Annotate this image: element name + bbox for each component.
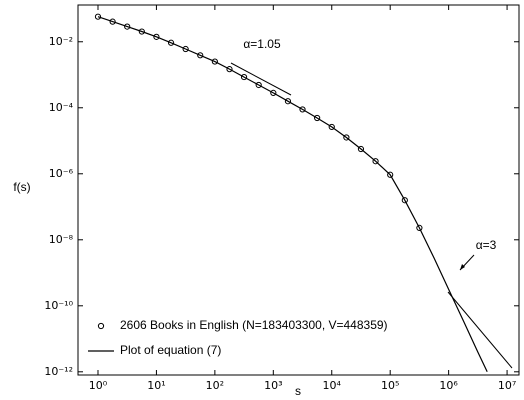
data-point: [94, 13, 102, 20]
data-point: [240, 73, 248, 81]
data-point: [226, 66, 233, 73]
x-tick-label: 10⁵: [381, 379, 399, 392]
arrow-head: [460, 264, 465, 270]
x-axis-label: s: [295, 384, 301, 398]
data-point: [314, 114, 321, 122]
legend-label: Plot of equation (7): [120, 343, 221, 357]
y-tick-label: 10⁻⁶: [49, 167, 74, 180]
x-tick-label: 10⁰: [89, 379, 108, 392]
data-point: [328, 123, 335, 131]
data-point: [299, 106, 306, 113]
data-point: [343, 134, 350, 141]
y-tick-label: 10⁻⁴: [49, 101, 74, 114]
fit-line: [97, 16, 488, 373]
x-tick-label: 10⁷: [498, 379, 516, 392]
legend-label: 2606 Books in English (N=183403300, V=44…: [120, 318, 388, 332]
x-tick-label: 10¹: [147, 379, 165, 392]
data-point: [182, 45, 189, 53]
data-point: [401, 197, 408, 204]
plot-frame: [77, 4, 520, 376]
y-tick-label: 10⁻¹⁰: [44, 299, 73, 312]
slope-guide: [230, 62, 292, 96]
data-point: [124, 23, 131, 30]
data-point: [270, 89, 277, 97]
data-point: [372, 158, 379, 165]
data-point: [167, 39, 175, 46]
data-point: [357, 145, 365, 153]
data-point: [387, 171, 394, 178]
x-tick-label: 10⁴: [323, 379, 342, 392]
data-point: [153, 33, 160, 40]
x-tick-label: 10²: [206, 379, 224, 392]
data-point: [197, 52, 204, 59]
data-point: [255, 81, 262, 89]
data-point: [211, 58, 218, 65]
x-tick-label: 10³: [264, 379, 282, 392]
data-point: [284, 98, 292, 105]
x-tick-label: 10⁶: [439, 379, 458, 392]
y-axis-label: f(s): [13, 180, 30, 194]
y-tick-label: 10⁻⁸: [49, 233, 74, 246]
annotation: α=1.05: [243, 37, 281, 51]
data-point: [138, 28, 145, 35]
y-tick-label: 10⁻¹²: [44, 365, 73, 378]
slope-guide: [447, 291, 513, 369]
y-tick-label: 10⁻²: [49, 35, 73, 48]
annotation: α=3: [476, 238, 497, 252]
data-point: [416, 224, 423, 232]
data-point: [109, 18, 116, 25]
legend-marker: [97, 322, 105, 330]
